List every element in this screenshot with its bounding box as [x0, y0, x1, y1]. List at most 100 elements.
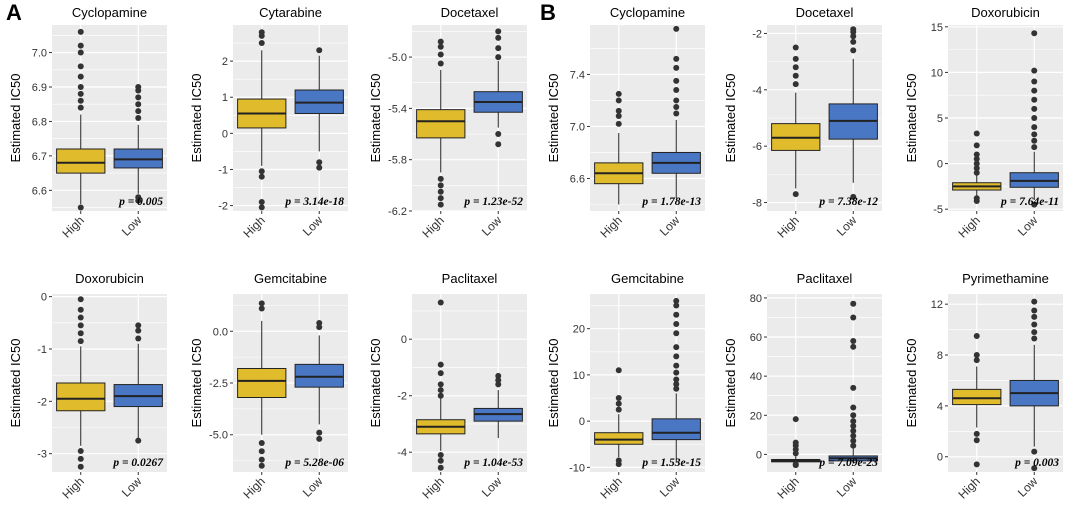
outlier-point [437, 370, 444, 377]
p-value: p = 3.14e-18 [284, 196, 344, 208]
outlier-point [850, 404, 857, 411]
outlier-point [850, 193, 857, 200]
outlier-point [792, 416, 799, 423]
box-plot-4: Cyclopamine 6.6 7.0 7.4 Estimated IC50 p = 1.… [546, 5, 705, 241]
outlier-point [258, 448, 265, 455]
outlier-point [973, 156, 980, 163]
y-tick-label: 60 [750, 332, 762, 344]
outlier-point [850, 412, 857, 419]
outlier-point [77, 28, 84, 35]
y-tick-label: 0 [756, 449, 762, 461]
y-tick-label: -4 [397, 447, 407, 459]
outlier-point [673, 376, 680, 383]
y-tick-label: -8 [752, 198, 762, 210]
x-tick-label-high: High [956, 213, 983, 240]
y-tick-label: 40 [750, 371, 762, 383]
box-plot-12: Pyrimethamine 0 4 8 12 Estimated IC50 p = 0.00… [904, 271, 1063, 502]
outlier-point [973, 437, 980, 444]
outlier-point [495, 372, 502, 379]
y-tick-label: 0.0 [213, 326, 228, 338]
outlier-point [673, 25, 680, 32]
outlier-point [1031, 131, 1038, 138]
chart-title: Paclitaxel [442, 271, 498, 286]
y-tick-label: 5 [937, 113, 943, 125]
p-value: p = 7.64e-11 [1000, 196, 1059, 208]
outlier-point [437, 299, 444, 306]
plot-background [412, 294, 527, 472]
outlier-point [1031, 137, 1038, 144]
outlier-point [258, 40, 265, 47]
y-tick-label: -5 [933, 204, 943, 216]
outlier-point [850, 423, 857, 430]
y-tick-label: -5.8 [388, 155, 407, 167]
outlier-point [1031, 335, 1038, 342]
outlier-point [135, 322, 142, 329]
iqr-box [952, 388, 1002, 406]
outlier-point [673, 77, 680, 84]
outlier-point [973, 130, 980, 137]
y-axis-label: Estimated IC50 [904, 339, 919, 428]
outlier-point [437, 38, 444, 45]
y-tick-label: -2 [752, 28, 762, 40]
x-tick-label-high: High [241, 474, 268, 501]
y-tick-label: -2 [397, 391, 407, 403]
outlier-point [258, 168, 265, 175]
y-tick-label: 7.4 [570, 69, 585, 81]
outlier-point [973, 332, 980, 339]
y-tick-label: 10 [573, 370, 585, 382]
y-tick-label: 10 [931, 67, 943, 79]
x-tick-label-low: Low [1015, 213, 1041, 239]
x-tick-label-low: Low [300, 474, 326, 500]
y-axis-label: Estimated IC50 [189, 339, 204, 428]
box-low [294, 47, 344, 171]
p-value: p = 5.28e-06 [284, 457, 344, 469]
chart-title: Cyclopamine [610, 5, 685, 20]
box-plot-8: Gemcitabine -5.0 -2.5 0.0 Estimated IC50 p = … [189, 271, 348, 502]
box-high [952, 130, 1002, 204]
outlier-point [673, 344, 680, 351]
outlier-point [258, 456, 265, 463]
outlier-point [1031, 448, 1038, 455]
y-tick-label: 0 [937, 452, 943, 464]
x-tick-label-low: Low [657, 213, 683, 239]
y-tick-label: 7.0 [32, 48, 47, 60]
outlier-point [77, 322, 84, 329]
x-tick-label-high: High [598, 474, 625, 501]
chart-title: Cyclopamine [72, 5, 147, 20]
box-plot-10: Gemcitabine -10 0 10 20 Estimated IC50 p = 1.5… [546, 271, 705, 502]
outlier-point [1031, 144, 1038, 151]
y-axis-label: Estimated IC50 [723, 74, 738, 163]
outlier-point [437, 392, 444, 399]
outlier-point [973, 160, 980, 167]
y-tick-label: 0 [937, 159, 943, 171]
outlier-point [850, 427, 857, 434]
y-tick-label: -2.5 [209, 378, 228, 390]
x-tick-label-low: Low [1015, 474, 1041, 500]
box-low [113, 322, 163, 444]
p-value: p = 0.005 [118, 196, 163, 208]
iqr-box [56, 148, 106, 174]
x-tick-label-low: Low [300, 213, 326, 239]
y-axis-label: Estimated IC50 [723, 339, 738, 428]
outlier-point [495, 34, 502, 41]
y-tick-label: -6.2 [388, 206, 407, 218]
outlier-point [1031, 465, 1038, 472]
outlier-point [673, 369, 680, 376]
outlier-point [973, 169, 980, 176]
outlier-point [850, 432, 857, 439]
outlier-point [495, 381, 502, 388]
outlier-point [615, 395, 622, 402]
outlier-point [973, 165, 980, 172]
outlier-point [77, 338, 84, 345]
outlier-point [77, 330, 84, 337]
outlier-point [973, 430, 980, 437]
y-axis-label: Estimated IC50 [368, 339, 383, 428]
outlier-point [437, 361, 444, 368]
box-low [651, 25, 701, 198]
y-tick-label: 6.6 [570, 173, 585, 185]
outlier-point [792, 72, 799, 79]
chart-title: Pyrimethamine [962, 271, 1049, 286]
outlier-point [850, 26, 857, 33]
p-value: p = 0.003 [1014, 457, 1059, 469]
y-tick-label: 0 [401, 334, 407, 346]
